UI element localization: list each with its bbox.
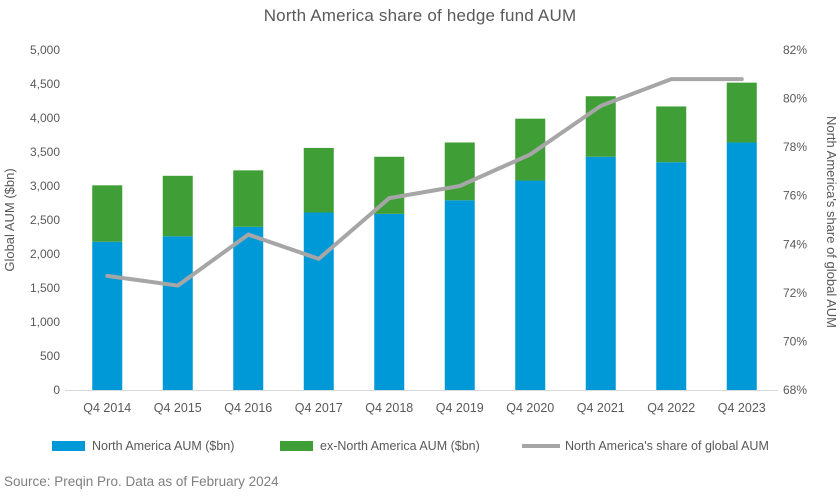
legend-label-ex-north-america: ex-North America AUM ($bn) [320,439,480,453]
plot-area: 0 500 1,000 1,500 2,000 2,500 3,000 3,500 4,000 4… [2,43,839,415]
y2-axis-tick-label: 78% [783,140,807,154]
bar-segment-ex-north-america [444,142,475,201]
y-axis-tick-label: 0 [53,383,60,397]
bar-segment-north-america [585,156,616,390]
x-axis-tick-label: Q4 2020 [506,401,554,415]
chart-title: North America share of hedge fund AUM [263,6,577,25]
y-axis-tick-label: 1,500 [30,281,60,295]
x-axis-tick-label: Q4 2015 [154,401,202,415]
legend-item-ex-north-america: ex-North America AUM ($bn) [280,437,480,455]
bar-segment-north-america [515,180,546,390]
legend-swatch-ex-north-america [280,441,313,451]
y-axis-tick-label: 500 [40,349,60,363]
legend-swatch-share-line [522,444,560,448]
bar-segment-ex-north-america [162,175,193,237]
left-axis-title: Global AUM ($bn) [2,168,17,271]
legend: North America AUM ($bn) ex-North America… [0,437,840,455]
x-axis-tick-label: Q4 2021 [577,401,625,415]
bar-segment-north-america [656,162,687,390]
bar-segment-ex-north-america [233,170,264,227]
source-note: Source: Preqin Pro. Data as of February … [4,474,279,489]
bar-segment-ex-north-america [303,147,334,213]
y-axis-tick-label: 4,000 [30,111,60,125]
y2-axis-tick-label: 82% [783,43,807,57]
x-axis-tick-label: Q4 2016 [224,401,272,415]
y2-axis-tick-label: 72% [783,286,807,300]
x-axis-tick-label: Q4 2023 [718,401,766,415]
y-axis-tick-label: 5,000 [30,43,60,57]
legend-label-share-line: North America's share of global AUM [565,439,769,453]
bar-segment-ex-north-america [726,82,757,143]
y-axis-tick-label: 2,500 [30,213,60,227]
bar-segment-north-america [303,212,334,390]
bar-segment-north-america [374,213,405,390]
x-axis-tick-label: Q4 2022 [647,401,695,415]
bar-segment-north-america [233,226,264,390]
y2-axis-tick-label: 80% [783,92,807,106]
right-axis-title: North America's share of global AUM [824,116,839,328]
bar-segment-north-america [444,200,475,390]
bar-segment-north-america [162,236,193,390]
y-axis-tick-label: 1,000 [30,315,60,329]
legend-label-north-america: North America AUM ($bn) [92,439,235,453]
y2-axis-tick-label: 74% [783,237,807,251]
bar-segment-ex-north-america [656,106,687,163]
y-axis-tick-label: 3,500 [30,145,60,159]
bar-segment-ex-north-america [92,185,123,242]
legend-swatch-north-america [52,441,85,451]
bar-segment-north-america [92,241,123,390]
share-line [105,77,744,288]
y2-axis-tick-label: 68% [783,383,807,397]
x-axis-tick-label: Q4 2017 [295,401,343,415]
y2-axis-tick-label: 76% [783,189,807,203]
x-axis-tick-label: Q4 2019 [436,401,484,415]
y2-axis-tick-label: 70% [783,334,807,348]
bar-segment-north-america [726,142,757,390]
legend-item-north-america: North America AUM ($bn) [52,437,234,455]
y-axis-tick-label: 3,000 [30,179,60,193]
y-axis-tick-label: 4,500 [30,77,60,91]
y-axis-tick-label: 2,000 [30,247,60,261]
legend-item-share-line: North America's share of global AUM [522,437,769,455]
x-axis-tick-label: Q4 2018 [365,401,413,415]
x-axis-tick-label: Q4 2014 [83,401,131,415]
